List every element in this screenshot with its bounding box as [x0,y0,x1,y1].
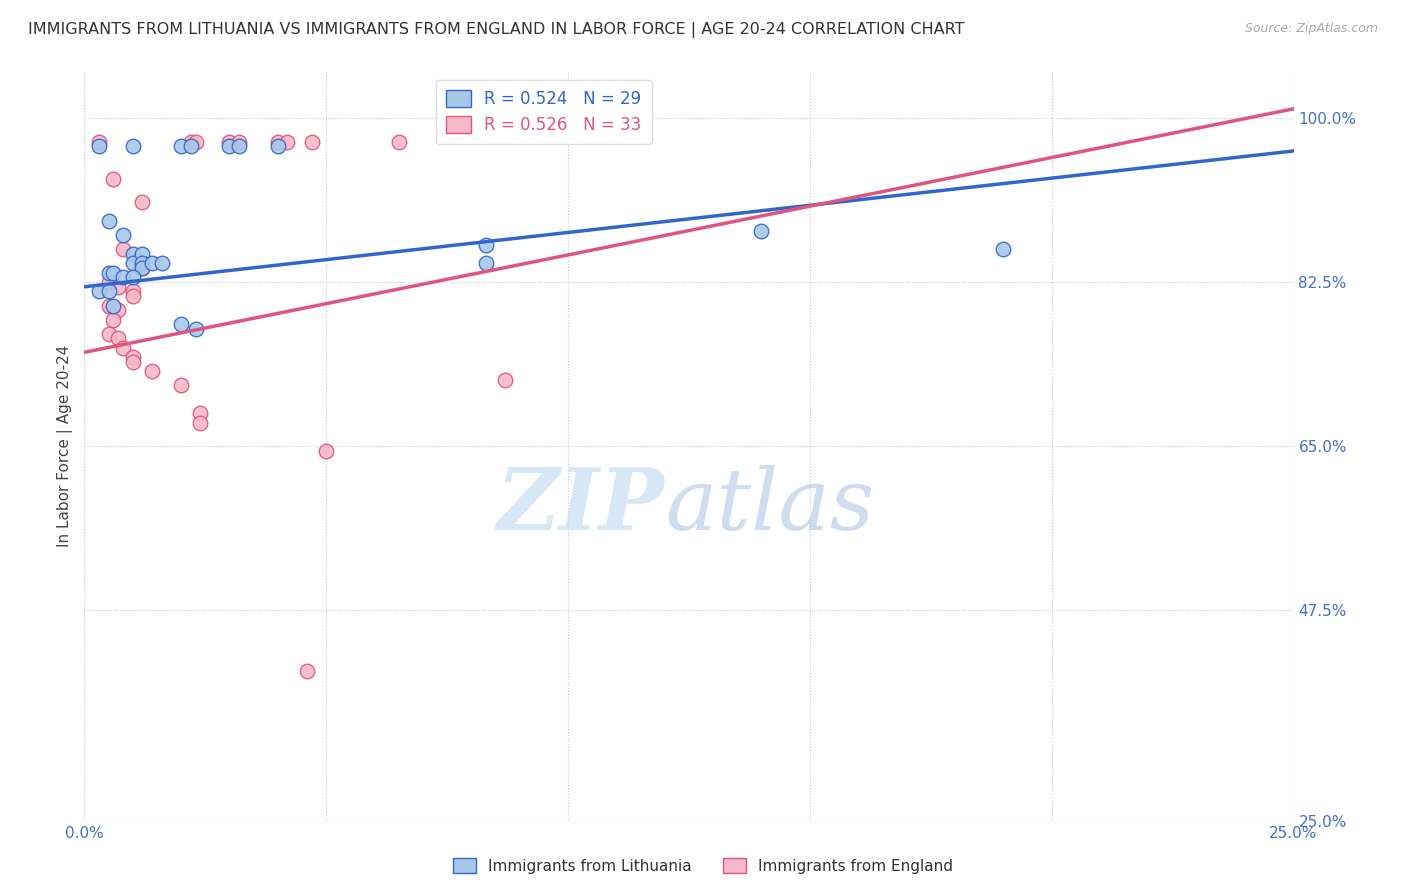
Point [228,139,250,153]
Point [121,350,143,364]
Point [112,341,135,355]
Point [218,139,240,153]
Point [267,135,290,149]
Point [97,275,120,289]
Point [184,135,207,149]
Point [103,172,125,186]
Point [112,270,135,285]
Point [103,312,125,326]
Point [97,298,120,313]
Point [121,285,143,299]
Point [121,355,143,369]
Point [87,285,110,299]
Legend: R = 0.524   N = 29, R = 0.526   N = 33: R = 0.524 N = 29, R = 0.526 N = 33 [436,79,651,145]
Point [315,443,337,458]
Point [993,243,1015,257]
Point [170,378,193,392]
Point [121,289,143,303]
Point [107,331,129,345]
Point [218,135,240,149]
Point [131,195,153,210]
Point [190,406,212,420]
Point [388,135,411,149]
Point [170,139,193,153]
Point [112,228,135,243]
Point [121,139,143,153]
Point [170,317,193,331]
Point [87,135,110,149]
Point [131,261,153,276]
Point [97,326,120,341]
Point [131,256,153,270]
Point [180,139,202,153]
Point [103,266,125,280]
Point [97,214,120,228]
Text: Source: ZipAtlas.com: Source: ZipAtlas.com [1244,22,1378,36]
Point [494,374,516,388]
Point [301,135,323,149]
Point [276,135,298,149]
Point [121,256,143,270]
Point [184,322,207,336]
Point [751,224,773,238]
Point [131,256,153,270]
Point [190,416,212,430]
Point [87,139,110,153]
Y-axis label: In Labor Force | Age 20-24: In Labor Force | Age 20-24 [58,345,73,547]
Point [475,256,498,270]
Point [97,266,120,280]
Point [141,256,163,270]
Point [131,247,153,261]
Point [103,298,125,313]
Text: IMMIGRANTS FROM LITHUANIA VS IMMIGRANTS FROM ENGLAND IN LABOR FORCE | AGE 20-24 : IMMIGRANTS FROM LITHUANIA VS IMMIGRANTS … [28,22,965,38]
Point [107,280,129,294]
Point [131,261,153,276]
Point [228,135,250,149]
Point [475,237,498,252]
Point [121,270,143,285]
Point [141,364,163,378]
Point [121,247,143,261]
Legend: Immigrants from Lithuania, Immigrants from England: Immigrants from Lithuania, Immigrants fr… [447,852,959,880]
Point [295,664,318,678]
Point [107,303,129,318]
Point [150,256,173,270]
Point [267,139,290,153]
Point [112,243,135,257]
Point [97,285,120,299]
Point [180,135,202,149]
Text: ZIP: ZIP [496,464,665,548]
Text: atlas: atlas [665,465,875,548]
